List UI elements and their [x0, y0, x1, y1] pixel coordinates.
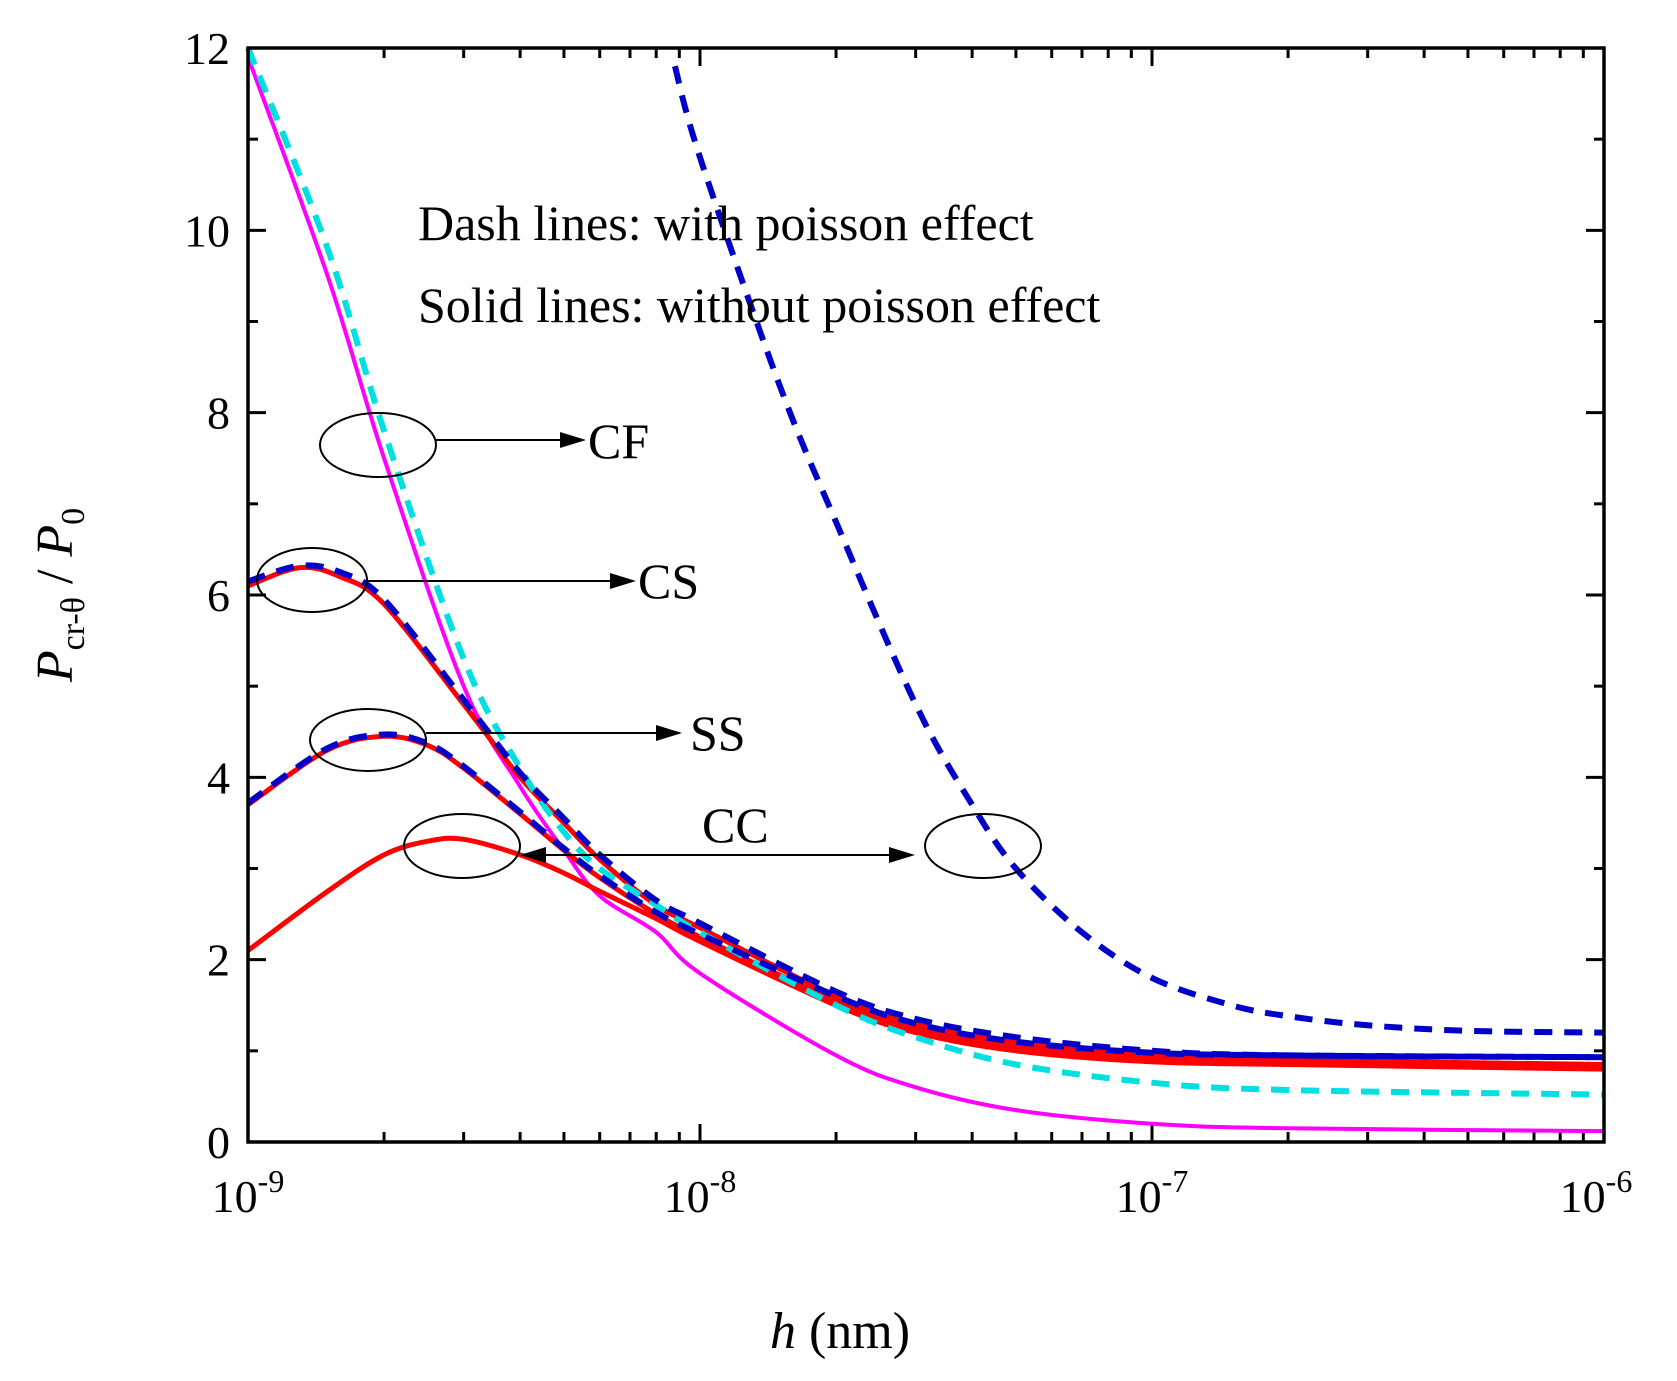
x-tick-label: 10-9 — [212, 1163, 285, 1222]
tick-labels: 0 2 4 6 8 10 12 10-9 10-8 10-7 10-6 — [184, 23, 1632, 1222]
series-line — [246, 56, 1605, 1134]
note-solid-lines: Solid lines: without poisson effect — [418, 277, 1100, 333]
cc-label: CC — [702, 797, 769, 853]
series-line — [672, 65, 1605, 1036]
y-tick-label: 0 — [207, 1117, 230, 1168]
series-line — [245, 46, 1605, 1098]
y-tick-label: 8 — [207, 388, 230, 439]
y-tick-label: 12 — [184, 23, 230, 74]
cf-ellipse — [319, 412, 437, 478]
cc-ellipse-right — [924, 813, 1042, 879]
cc-arrowhead-left — [520, 847, 546, 863]
series-line — [246, 731, 1605, 1061]
ss-label: SS — [690, 705, 746, 761]
series-line — [247, 562, 1605, 1061]
y-axis-title: Pcr-θ / P0 — [27, 508, 92, 683]
y-tick-label: 2 — [207, 935, 230, 986]
x-axis-title: h (nm) — [770, 1303, 910, 1360]
cf-annotation: CF — [319, 412, 649, 478]
cc-arrowhead-right — [889, 847, 915, 863]
cc-ellipse-left — [403, 813, 521, 879]
y-tick-label: 6 — [207, 570, 230, 621]
cf-arrowhead — [560, 432, 586, 448]
x-tick-label: 10-8 — [664, 1163, 737, 1222]
ss-arrowhead — [656, 725, 682, 741]
ss-ellipse — [309, 708, 427, 772]
x-tick-label: 10-7 — [1116, 1163, 1189, 1222]
cs-annotation: CS — [256, 547, 699, 613]
y-tick-label: 4 — [207, 752, 230, 803]
series-line — [246, 835, 1605, 1072]
note-dash-lines: Dash lines: with poisson effect — [418, 195, 1034, 251]
y-tick-label: 10 — [184, 205, 230, 256]
cf-label: CF — [588, 413, 649, 469]
ss-annotation: SS — [309, 705, 746, 772]
cs-label: CS — [638, 553, 699, 609]
plot-frame — [246, 46, 1606, 1144]
series-layer — [245, 46, 1605, 1134]
x-tick-label: 10-6 — [1560, 1163, 1633, 1222]
cc-annotation: CC — [403, 797, 1042, 879]
cs-arrowhead — [610, 573, 636, 589]
